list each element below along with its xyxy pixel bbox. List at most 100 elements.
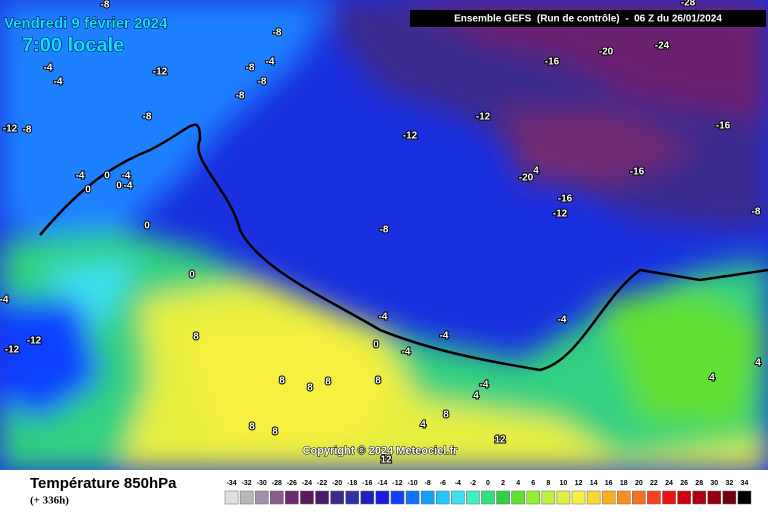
- legend-label: -14: [377, 480, 387, 487]
- legend-label: -28: [272, 480, 282, 487]
- contour-label: 0: [189, 270, 195, 281]
- contour-label: -20: [519, 173, 534, 184]
- legend-label: -18: [347, 480, 357, 487]
- legend-label: 0: [486, 480, 490, 487]
- legend: -34 -32 -30 -28 -26 -24 -22 -20 -18 -16 -14 -12 -10-…: [224, 480, 752, 505]
- legend-swatch: [224, 490, 239, 505]
- legend-swatch: [254, 490, 269, 505]
- legend-label: -24: [302, 480, 312, 487]
- legend-swatch: [481, 490, 495, 505]
- legend-swatch: [330, 490, 344, 505]
- contour-label: -4: [122, 171, 131, 182]
- footer-lead: (+ 336h): [30, 495, 69, 507]
- legend-label: 30: [710, 480, 718, 487]
- map-background: [0, 0, 768, 470]
- contour-label: -4: [402, 347, 411, 358]
- copyright: Copyright © 2024 Meteociel.fr: [303, 445, 459, 457]
- legend-label: 18: [620, 480, 628, 487]
- contour-label: -8: [246, 63, 255, 74]
- legend-swatch: [496, 490, 510, 505]
- contour-label: 8: [443, 410, 449, 421]
- contour-label: 4: [533, 166, 539, 177]
- legend-label: -20: [332, 480, 342, 487]
- contour-label: -8: [752, 207, 761, 218]
- contour-label: -12: [27, 336, 42, 347]
- legend-swatch: [285, 490, 299, 505]
- legend-label: 8: [546, 480, 550, 487]
- contour-label: 8: [307, 383, 313, 394]
- date-title: Vendredi 9 février 2024: [4, 15, 168, 32]
- contour-label: 8: [249, 422, 255, 433]
- contour-label: -4: [266, 57, 275, 68]
- legend-label: -4: [455, 480, 461, 487]
- legend-label: -2: [470, 480, 476, 487]
- legend-swatch: [526, 490, 541, 505]
- contour-label: -12: [3, 124, 18, 135]
- legend-label: 14: [590, 480, 598, 487]
- legend-label: -16: [362, 480, 372, 487]
- legend-swatch: [315, 490, 329, 505]
- legend-swatch: [435, 490, 450, 505]
- contour-label: -12: [553, 209, 568, 220]
- legend-label: 34: [741, 480, 749, 487]
- contour-label: -4: [558, 315, 567, 326]
- legend-swatch: [300, 490, 314, 505]
- legend-swatch: [616, 490, 631, 505]
- contour-label: 8: [272, 427, 278, 438]
- contour-label: -24: [655, 41, 670, 52]
- contour-label: -4: [44, 63, 53, 74]
- contour-label: 8: [193, 332, 199, 343]
- legend-label: 4: [516, 480, 520, 487]
- contour-label: -4: [76, 171, 85, 182]
- contour-label: -8: [143, 112, 152, 123]
- legend-label: -12: [392, 480, 402, 487]
- contour-label: -8: [236, 91, 245, 102]
- legend-swatch: [586, 490, 601, 505]
- footer-title: Température 850hPa: [30, 475, 177, 492]
- legend-swatch: [722, 490, 737, 505]
- contour-label: 4: [755, 358, 761, 369]
- legend-label: 24: [665, 480, 673, 487]
- contour-label: 8: [279, 376, 285, 387]
- legend-label: -34: [226, 480, 236, 487]
- legend-swatch: [345, 490, 360, 505]
- legend-label: -32: [242, 480, 252, 487]
- contour-label: -8: [258, 77, 267, 88]
- legend-swatch: [571, 490, 586, 505]
- contour-label: -12: [5, 345, 20, 356]
- run-box: [410, 10, 766, 27]
- contour-label: -28: [681, 0, 696, 9]
- legend-swatch: [737, 490, 752, 505]
- contour-label: 12: [380, 455, 392, 466]
- contour-label: 4: [420, 420, 426, 431]
- contour-label: 4: [473, 391, 479, 402]
- contour-label: -8: [380, 225, 389, 236]
- contour-label: -8: [23, 125, 32, 136]
- legend-label: -30: [257, 480, 267, 487]
- contour-label: -12: [153, 67, 168, 78]
- legend-label: 20: [635, 480, 643, 487]
- legend-swatch: [239, 490, 254, 505]
- legend-label: 10: [560, 480, 568, 487]
- legend-label: 6: [531, 480, 535, 487]
- legend-label: 12: [575, 480, 583, 487]
- legend-swatch: [451, 490, 465, 505]
- legend-label: -10: [408, 480, 418, 487]
- legend-label: 32: [725, 480, 733, 487]
- legend-label: 2: [501, 480, 505, 487]
- legend-swatch: [375, 490, 390, 505]
- contour-label: -4: [124, 181, 133, 192]
- legend-swatch: [390, 490, 405, 505]
- legend-swatch: [647, 490, 661, 505]
- legend-swatch: [541, 490, 556, 505]
- contour-label: -8: [101, 0, 110, 11]
- legend-swatch: [420, 490, 435, 505]
- contour-label: -4: [0, 295, 9, 306]
- legend-swatch: [601, 490, 616, 505]
- contour-label: -12: [403, 131, 418, 142]
- legend-label: -26: [287, 480, 297, 487]
- contour-label: -16: [558, 194, 573, 205]
- legend-label: -8: [425, 480, 431, 487]
